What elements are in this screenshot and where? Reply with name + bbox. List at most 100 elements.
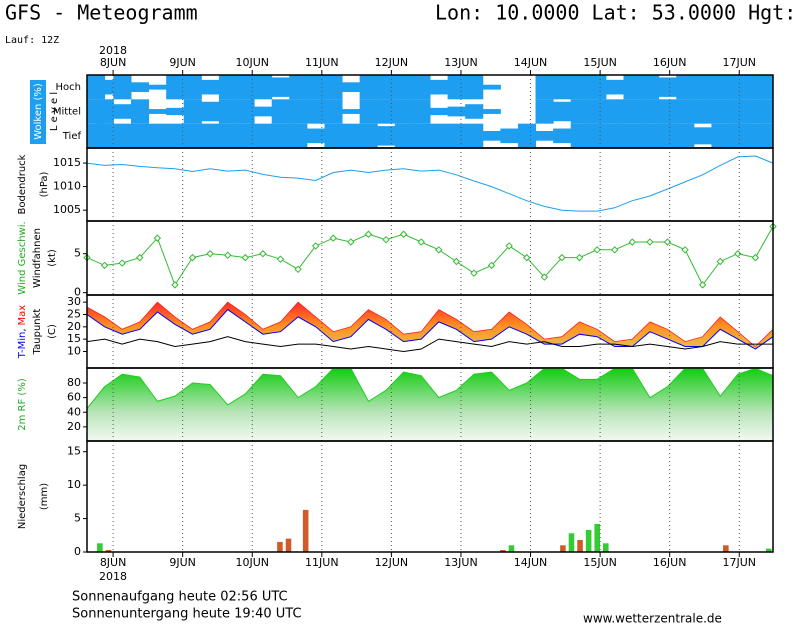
bar <box>277 541 283 552</box>
cloud-cell <box>236 123 255 148</box>
cloud-cell <box>623 75 642 100</box>
cloud-cell <box>254 106 273 117</box>
cloud-cell <box>183 99 202 124</box>
run: Lauf: 12Z <box>5 35 59 46</box>
cloud-cell <box>412 75 431 100</box>
panel-label: Wolken (%) <box>33 83 44 140</box>
cloud-cell <box>166 75 185 100</box>
cloud-cell <box>359 75 378 100</box>
date-label: 10JUN <box>235 56 269 69</box>
cloud-cell <box>201 79 220 95</box>
marker <box>153 234 162 242</box>
date-label: 17JUN <box>722 556 756 569</box>
panel-frame <box>86 440 774 553</box>
panel-unit: (C) <box>47 324 58 339</box>
cloud-cell <box>130 123 150 148</box>
marker <box>435 246 443 254</box>
cloud-cell <box>711 123 730 148</box>
cloud-cell <box>553 128 572 144</box>
bar <box>97 543 103 552</box>
marker <box>663 238 672 246</box>
y-tick-label: 5 <box>74 512 81 525</box>
cloud-cell <box>641 75 660 100</box>
bar <box>765 548 772 552</box>
cloud-cell <box>254 75 273 100</box>
line <box>86 336 773 353</box>
date-label: 9JUN <box>169 56 196 69</box>
year: 2018 <box>99 570 127 583</box>
cloud-cell <box>605 123 624 148</box>
cloud-cell <box>166 123 185 148</box>
cloud-cell <box>236 75 255 100</box>
cloud-cell <box>183 123 202 148</box>
cloud-cell <box>236 99 255 124</box>
date-label: 11JUN <box>305 556 339 569</box>
cloud-cell <box>553 101 572 122</box>
y-tick-label: 5 <box>74 247 81 260</box>
cloud-cell <box>535 130 554 141</box>
marker <box>329 234 337 242</box>
marker <box>364 230 373 238</box>
bar <box>603 543 609 552</box>
y-tick-label: 80 <box>67 376 81 389</box>
panel-sublabel: L e v e l <box>49 92 60 131</box>
date-label: 15JUN <box>583 56 617 69</box>
cloud-cell <box>412 123 431 148</box>
cloud-cell <box>641 123 660 148</box>
cloud-cell <box>201 123 220 148</box>
cloud-cell <box>201 101 220 122</box>
sunrise: Sonnenaufgang heute 02:56 UTC <box>72 590 288 605</box>
date-label: 14JUN <box>514 556 548 569</box>
cloud-cell <box>447 75 466 100</box>
y-tick-label: 10 <box>67 478 81 491</box>
marker <box>558 253 566 262</box>
date-label: 13JUN <box>444 56 478 69</box>
cloud-cell <box>711 99 730 124</box>
marker <box>311 242 320 250</box>
cloud-cell <box>412 99 431 124</box>
cloud-cell <box>693 127 712 145</box>
cloud-cell <box>289 123 308 148</box>
date-label: 8JUN <box>100 556 127 569</box>
panel-sublabel: Taupunkt <box>32 309 43 356</box>
panel-sublabel: Windfahnen <box>32 228 43 288</box>
y-tick-label: 1005 <box>53 203 81 216</box>
bar <box>568 533 575 552</box>
line <box>86 308 774 350</box>
cloud-cell <box>588 99 607 124</box>
cloud-cell <box>306 128 325 144</box>
marker <box>224 251 232 259</box>
panel-unit: (hPa) <box>39 171 50 197</box>
panel-label: Bodendruck <box>17 154 28 214</box>
cloud-cell <box>342 123 361 148</box>
marker <box>470 269 478 277</box>
cloud-cell <box>465 123 484 148</box>
marker <box>540 273 549 281</box>
cloud-cell <box>676 75 695 100</box>
cloud-cell <box>729 75 748 100</box>
y-tick-label: 10 <box>67 344 81 357</box>
year: 2018 <box>99 44 127 57</box>
cloud-cell <box>218 123 238 148</box>
cloud-cell <box>746 123 765 148</box>
cloud-cell <box>570 75 589 100</box>
cloud-cell <box>711 75 730 100</box>
cloud-cell <box>623 99 642 124</box>
cloud-cell <box>254 123 273 148</box>
date-label: 16JUN <box>653 56 687 69</box>
cloud-cell <box>271 99 290 124</box>
date-label: 9JUN <box>169 556 196 569</box>
cloud-cell <box>394 75 413 100</box>
cloud-cell <box>588 75 607 100</box>
cloud-cell <box>289 99 308 124</box>
panel-label: Wind Geschwi. <box>17 221 28 294</box>
panel-label: 2m RF (%) <box>17 378 28 431</box>
source: www.wetterzentrale.de <box>583 612 722 625</box>
bar <box>105 549 112 552</box>
date-label: 11JUN <box>305 56 339 69</box>
cloud-cell <box>342 109 361 114</box>
marker <box>259 250 267 258</box>
title: GFS - Meteogramm <box>5 1 198 25</box>
marker <box>628 238 636 246</box>
